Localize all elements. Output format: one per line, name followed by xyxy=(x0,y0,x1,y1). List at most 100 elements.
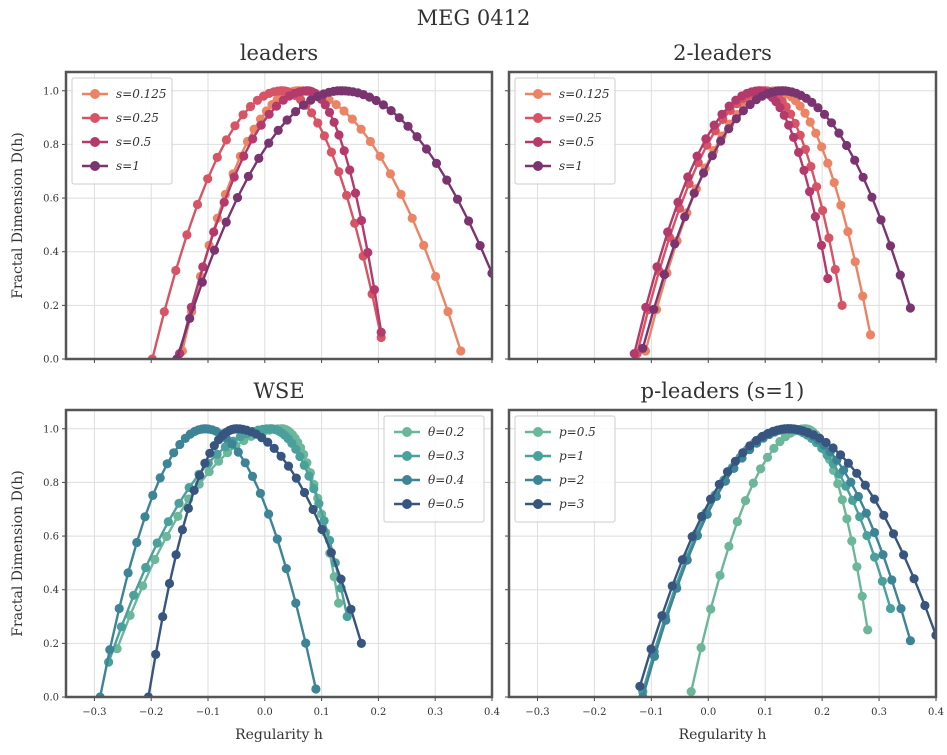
data-point xyxy=(163,517,173,527)
data-point xyxy=(659,270,670,280)
series-3 xyxy=(629,86,833,359)
data-point xyxy=(378,100,388,110)
legend-box xyxy=(71,77,173,185)
data-point xyxy=(123,568,133,578)
data-point xyxy=(635,681,645,691)
axes-frame xyxy=(64,70,494,361)
data-point xyxy=(861,508,871,518)
data-point xyxy=(862,531,872,541)
legend-marker xyxy=(90,161,100,171)
y-tick-label: 0.0 xyxy=(43,355,59,366)
data-point xyxy=(334,130,344,140)
data-point xyxy=(920,600,930,611)
data-point xyxy=(899,550,909,560)
data-point xyxy=(858,172,868,182)
data-point xyxy=(687,532,697,542)
data-point xyxy=(745,99,755,110)
legend-box xyxy=(514,415,616,523)
data-point xyxy=(175,439,185,450)
legend-marker xyxy=(533,113,543,123)
x-tick-label: 0.1 xyxy=(757,707,773,718)
data-point xyxy=(649,304,659,314)
data-point xyxy=(738,106,749,116)
legend-item: p=0.5 xyxy=(525,425,596,439)
data-point xyxy=(150,554,160,565)
data-point xyxy=(885,603,896,614)
data-point xyxy=(740,496,751,506)
data-point xyxy=(254,153,264,163)
data-point xyxy=(212,449,222,459)
figure-title: MEG 0412 xyxy=(416,6,531,30)
legend: s=0.125 s=0.25 s=0.5 s=1 xyxy=(514,77,616,185)
data-point xyxy=(769,443,779,453)
data-point xyxy=(689,188,699,198)
data-point xyxy=(456,346,466,356)
data-point xyxy=(365,136,375,147)
data-point xyxy=(342,190,352,200)
x-tick-label: 0.3 xyxy=(427,707,443,718)
data-point xyxy=(819,109,830,119)
data-point xyxy=(829,178,839,188)
data-point xyxy=(833,479,843,489)
y-tick-label: 0.0 xyxy=(43,693,59,704)
data-point xyxy=(815,433,825,443)
data-point xyxy=(830,264,840,275)
data-point xyxy=(403,121,413,131)
data-point xyxy=(800,108,810,118)
data-point xyxy=(680,212,690,222)
data-point xyxy=(173,511,183,521)
x-tick-label: −0.1 xyxy=(196,707,220,718)
data-point xyxy=(138,581,148,591)
x-tick-label: 0.0 xyxy=(257,707,273,718)
legend-item: s=0.25 xyxy=(82,111,159,125)
data-point xyxy=(314,499,324,509)
y-tick-label: 0.6 xyxy=(43,532,59,543)
legend-label: p=0.5 xyxy=(559,425,596,439)
x-tick-label: 0.0 xyxy=(700,707,716,718)
legend-marker xyxy=(90,89,100,99)
data-point xyxy=(716,136,726,146)
data-point xyxy=(421,144,432,154)
data-point xyxy=(464,216,474,226)
data-point xyxy=(346,604,356,614)
series-4 xyxy=(143,424,366,697)
data-point xyxy=(311,684,321,694)
legend-marker xyxy=(90,113,100,123)
x-tick-label: −0.1 xyxy=(639,707,663,718)
data-point xyxy=(762,452,773,462)
data-point xyxy=(696,643,706,653)
data-point xyxy=(200,458,210,468)
data-point xyxy=(227,439,237,449)
data-point xyxy=(817,142,827,152)
data-point xyxy=(823,158,833,168)
series-group xyxy=(629,86,916,359)
data-point xyxy=(232,193,243,203)
legend-item: s=0.125 xyxy=(525,87,610,101)
data-point xyxy=(843,227,853,237)
panel-title: p-leaders (s=1) xyxy=(641,379,805,403)
data-point xyxy=(895,270,905,280)
data-point xyxy=(878,550,888,560)
x-tick-label: −0.3 xyxy=(82,707,106,718)
legend-item: p=1 xyxy=(525,449,584,463)
panel-title: leaders xyxy=(240,41,318,65)
data-point xyxy=(670,239,680,249)
data-point xyxy=(641,302,651,312)
data-point xyxy=(869,494,880,504)
data-point xyxy=(870,552,880,562)
data-point xyxy=(745,441,755,451)
data-point xyxy=(779,110,789,120)
data-point xyxy=(853,491,864,502)
data-point xyxy=(171,265,181,276)
data-point xyxy=(852,562,862,572)
data-point xyxy=(667,581,677,591)
data-point xyxy=(686,687,696,697)
data-point xyxy=(879,510,889,520)
data-point xyxy=(731,114,741,124)
data-point xyxy=(212,152,222,162)
legend-label: s=1 xyxy=(559,159,583,173)
data-point xyxy=(177,525,187,535)
legend: p=0.5 p=1 p=2 p=3 xyxy=(514,415,616,523)
